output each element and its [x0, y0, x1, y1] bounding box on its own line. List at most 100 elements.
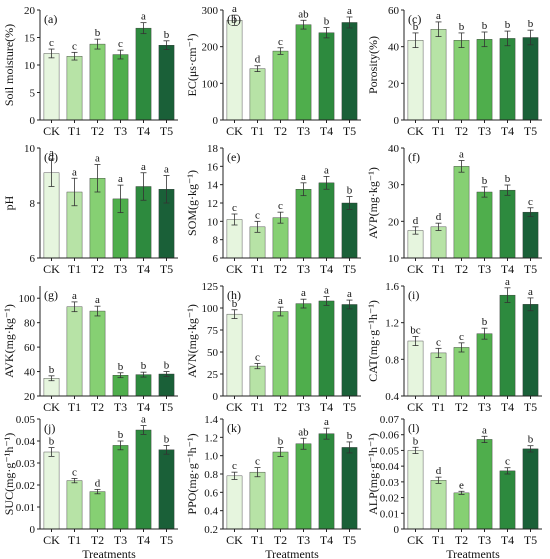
y-tick-label-e-3: 12: [207, 198, 218, 210]
y-axis-title-g: AVK(mg·kg⁻¹): [2, 304, 16, 378]
y-tick-label-c-0: 0: [394, 115, 400, 127]
x-tick-label-e-T1: T1: [251, 262, 264, 276]
x-tick-label-g-T2: T2: [91, 400, 104, 414]
y-tick-label-f-1: 20: [388, 216, 400, 228]
y-axis-title-j: SUC(mg·g⁻¹h⁻¹): [2, 433, 16, 516]
x-tick-label-k-T5: T5: [343, 533, 356, 547]
significance-letter-f-CK: d: [413, 215, 419, 227]
y-tick-label-e-0: 6: [213, 253, 219, 265]
x-tick-label-g-T4: T4: [137, 400, 150, 414]
bar-f-T5: [522, 211, 539, 259]
significance-letter-f-T4: b: [505, 173, 511, 185]
x-tick-label-h-T4: T4: [320, 400, 333, 414]
y-tick-label-k-3: 0.8: [204, 469, 218, 481]
significance-letter-f-T3: b: [482, 175, 488, 187]
x-tick-label-f-CK: CK: [407, 262, 424, 276]
significance-letter-i-T2: c: [459, 331, 464, 343]
panel-label-b: (b): [227, 12, 241, 26]
bar-i-T4: [499, 294, 516, 397]
significance-letter-b-T2: c: [278, 36, 283, 48]
x-tick-label-g-T3: T3: [114, 400, 127, 414]
significance-letter-k-T3: ab: [298, 426, 309, 438]
x-tick-label-j-T5: T5: [160, 533, 173, 547]
bar-c-T3: [476, 39, 493, 121]
significance-letter-g-T5: b: [164, 360, 170, 372]
y-tick-label-g-1: 40: [24, 367, 36, 379]
significance-letter-h-T1: c: [255, 351, 260, 363]
y-axis-title-e: SOM(g·kg⁻¹): [185, 170, 199, 236]
panel-e: c c c a a b 6 8 10 12 14 16 18 CK T1 T2 T3 T4 T5 (e) SOM(g·k…: [185, 143, 361, 276]
bar-j-T1: [66, 480, 83, 530]
y-axis-title-a: Soil moisture(%): [2, 24, 16, 106]
y-tick-label-c-3: 60: [388, 5, 400, 17]
y-tick-label-b-3: 300: [202, 5, 219, 17]
panel-label-f: (f): [408, 150, 420, 164]
significance-letter-c-T4: b: [505, 19, 511, 31]
x-tick-label-c-T5: T5: [524, 124, 537, 138]
y-tick-label-a-2: 10: [24, 60, 36, 72]
x-tick-label-k-T2: T2: [274, 533, 287, 547]
significance-letter-b-T3: ab: [298, 8, 309, 20]
y-tick-label-c-2: 40: [388, 42, 400, 54]
significance-letter-g-T1: a: [72, 290, 77, 302]
y-axis-title-l: ALP(mg·g⁻¹h⁻¹): [366, 433, 380, 515]
panel-j: b c d b a b 0 0.01 0.02 0.03 0.04 0.05 CK T1 T2 T3 T4 T5 (…: [2, 414, 178, 559]
y-axis-title-d: pH: [2, 195, 16, 210]
y-tick-label-l-0: 0: [394, 524, 400, 536]
x-tick-label-g-CK: CK: [43, 400, 60, 414]
panel-label-c: (c): [408, 12, 421, 26]
significance-letter-i-T3: b: [482, 316, 488, 328]
x-tick-label-h-T2: T2: [274, 400, 287, 414]
panel-label-e: (e): [227, 150, 240, 164]
bar-h-T3: [295, 303, 312, 397]
y-tick-label-g-4: 100: [19, 293, 36, 305]
bar-b-T3: [295, 24, 312, 121]
x-tick-label-d-T4: T4: [137, 262, 150, 276]
x-tick-label-b-T4: T4: [320, 124, 333, 138]
x-tick-label-e-T2: T2: [274, 262, 287, 276]
bar-j-T5: [158, 449, 175, 530]
x-tick-label-i-T4: T4: [501, 400, 514, 414]
y-axis-title-h: AVN(mg·kg⁻¹): [185, 304, 199, 378]
y-tick-label-h-4: 100: [202, 303, 219, 315]
y-tick-label-e-5: 16: [207, 161, 219, 173]
significance-letter-j-T1: c: [72, 466, 77, 478]
y-tick-label-a-3: 15: [24, 33, 36, 45]
significance-letter-l-T1: d: [436, 465, 442, 477]
x-tick-label-a-T4: T4: [137, 124, 150, 138]
significance-letter-a-T5: b: [164, 29, 170, 41]
bar-i-T3: [476, 333, 493, 397]
panel-b: a d c ab b a 0 100 200 300 CK T1 T2 T3 T4 T5 (b) EC(μs·cm…: [185, 3, 361, 138]
y-tick-label-k-2: 0.6: [204, 487, 218, 499]
bar-c-T4: [499, 38, 516, 121]
bar-l-T3: [476, 439, 493, 530]
y-tick-label-l-6: 0.06: [380, 430, 400, 442]
x-tick-label-i-CK: CK: [407, 400, 424, 414]
x-tick-label-l-T4: T4: [501, 533, 514, 547]
y-tick-label-i-0: 0.4: [385, 391, 399, 403]
bar-j-T4: [135, 429, 152, 530]
y-tick-label-l-7: 0.07: [380, 414, 400, 426]
significance-letter-e-T2: c: [278, 200, 283, 212]
y-tick-label-e-1: 8: [213, 235, 219, 247]
y-tick-label-d-2: 10: [24, 143, 36, 155]
y-tick-label-e-2: 10: [207, 216, 219, 228]
bar-b-T1: [249, 68, 266, 121]
significance-letter-b-T1: d: [255, 54, 261, 66]
y-tick-label-j-3: 0.03: [16, 458, 36, 470]
x-tick-label-g-T1: T1: [68, 400, 81, 414]
significance-letter-d-T1: a: [72, 166, 77, 178]
significance-letter-c-T1: a: [436, 10, 441, 22]
x-tick-label-a-CK: CK: [43, 124, 60, 138]
x-tick-label-b-T3: T3: [297, 124, 310, 138]
bar-f-CK: [407, 230, 424, 259]
x-tick-label-b-T1: T1: [251, 124, 264, 138]
panel-label-l: (l): [408, 421, 419, 435]
bar-l-CK: [407, 450, 424, 530]
x-tick-label-l-T1: T1: [432, 533, 445, 547]
y-tick-label-l-2: 0.02: [380, 493, 399, 505]
significance-letter-i-T4: a: [505, 276, 510, 288]
significance-letter-d-T4: a: [141, 161, 146, 173]
bar-f-T3: [476, 191, 493, 259]
significance-letter-l-T2: e: [459, 479, 464, 491]
